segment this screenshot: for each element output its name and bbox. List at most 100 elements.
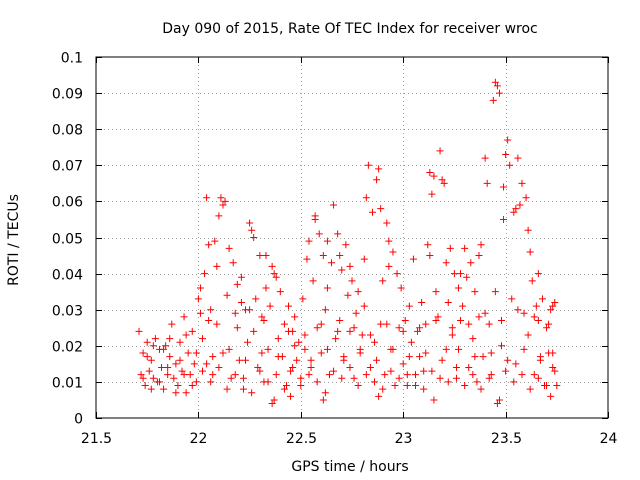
data-point bbox=[383, 219, 391, 227]
data-point bbox=[516, 201, 524, 209]
data-point bbox=[289, 363, 297, 371]
data-point bbox=[268, 400, 276, 408]
data-point bbox=[500, 183, 508, 191]
data-point bbox=[438, 176, 446, 184]
data-point bbox=[291, 313, 299, 321]
data-point bbox=[383, 320, 391, 328]
data-point bbox=[403, 371, 411, 379]
data-point bbox=[362, 371, 370, 379]
data-point bbox=[493, 400, 501, 408]
data-point bbox=[147, 385, 155, 393]
data-point bbox=[397, 284, 405, 292]
data-point bbox=[405, 302, 413, 310]
data-point bbox=[229, 259, 237, 267]
data-point bbox=[448, 324, 456, 332]
x-tick-label: 22.5 bbox=[286, 431, 317, 447]
grid-lines bbox=[96, 57, 608, 418]
data-point bbox=[450, 270, 458, 278]
data-point bbox=[205, 241, 213, 249]
data-point bbox=[203, 194, 211, 202]
data-point bbox=[231, 309, 239, 317]
data-point bbox=[366, 363, 374, 371]
y-axis-label: ROTI / TECUs bbox=[6, 194, 22, 286]
data-point bbox=[461, 244, 469, 252]
data-point bbox=[223, 385, 231, 393]
data-point bbox=[264, 378, 272, 386]
data-point bbox=[280, 320, 288, 328]
x-tick-label: 21.5 bbox=[81, 431, 112, 447]
data-point bbox=[205, 317, 213, 325]
data-point bbox=[338, 374, 346, 382]
data-point bbox=[270, 270, 278, 278]
data-point bbox=[538, 295, 546, 303]
data-point bbox=[477, 385, 485, 393]
data-point bbox=[467, 259, 475, 267]
data-point bbox=[258, 313, 266, 321]
data-point bbox=[198, 367, 206, 375]
data-point bbox=[149, 374, 157, 382]
data-point bbox=[512, 205, 520, 213]
data-point bbox=[170, 374, 178, 382]
data-point bbox=[442, 259, 450, 267]
data-point bbox=[242, 356, 250, 364]
data-point bbox=[465, 363, 473, 371]
y-tick-label: 0.1 bbox=[61, 51, 83, 67]
data-point bbox=[201, 270, 209, 278]
data-point bbox=[287, 392, 295, 400]
y-tick-label: 0.07 bbox=[52, 159, 83, 175]
data-point bbox=[135, 327, 143, 335]
data-point bbox=[196, 309, 204, 317]
data-point bbox=[141, 382, 149, 390]
data-point bbox=[252, 295, 260, 303]
data-point bbox=[379, 385, 387, 393]
data-point bbox=[266, 302, 274, 310]
data-point bbox=[381, 371, 389, 379]
data-point bbox=[416, 353, 424, 361]
data-point bbox=[411, 371, 419, 379]
data-point bbox=[270, 396, 278, 404]
data-point bbox=[504, 136, 512, 144]
data-point bbox=[459, 302, 467, 310]
y-tick-label: 0.03 bbox=[52, 304, 83, 320]
data-point bbox=[549, 363, 557, 371]
data-point bbox=[356, 349, 364, 357]
data-point bbox=[502, 150, 510, 158]
data-point bbox=[551, 367, 559, 375]
data-point bbox=[371, 338, 379, 346]
data-point bbox=[440, 179, 448, 187]
data-point bbox=[405, 353, 413, 361]
data-point bbox=[526, 385, 534, 393]
data-point bbox=[211, 237, 219, 245]
data-point bbox=[297, 382, 305, 390]
data-point bbox=[416, 324, 424, 332]
y-tick-label: 0.02 bbox=[52, 340, 83, 356]
data-point bbox=[194, 295, 202, 303]
data-point bbox=[336, 252, 344, 260]
data-point bbox=[420, 367, 428, 375]
data-point bbox=[373, 176, 381, 184]
data-point bbox=[395, 374, 403, 382]
data-point bbox=[444, 378, 452, 386]
data-point bbox=[364, 161, 372, 169]
data-point bbox=[399, 360, 407, 368]
data-point bbox=[469, 335, 477, 343]
data-point bbox=[481, 309, 489, 317]
data-point bbox=[436, 147, 444, 155]
data-point bbox=[465, 320, 473, 328]
data-point bbox=[366, 331, 374, 339]
data-point bbox=[426, 169, 434, 177]
data-point bbox=[299, 295, 307, 303]
data-point bbox=[198, 335, 206, 343]
data-point bbox=[430, 172, 438, 180]
data-point bbox=[430, 396, 438, 404]
data-point bbox=[444, 298, 452, 306]
data-point bbox=[373, 356, 381, 364]
data-point bbox=[192, 349, 200, 357]
data-point bbox=[422, 349, 430, 357]
data-point bbox=[401, 317, 409, 325]
data-point bbox=[180, 371, 188, 379]
data-point bbox=[471, 288, 479, 296]
data-point bbox=[330, 201, 338, 209]
data-point bbox=[321, 306, 329, 314]
data-point bbox=[319, 396, 327, 404]
